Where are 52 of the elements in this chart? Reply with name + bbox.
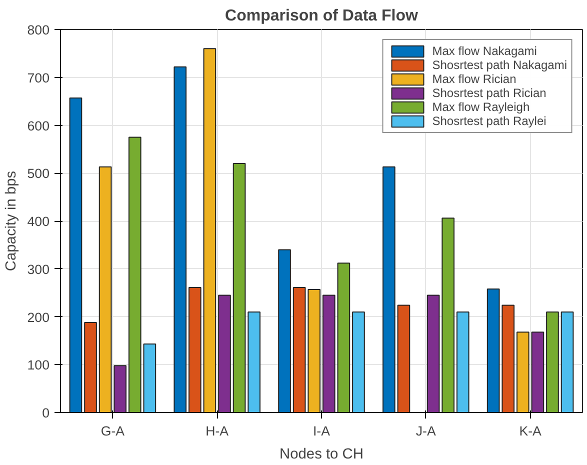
bar (560, 311, 574, 412)
legend-label: Shosrtest path Raylei (432, 114, 546, 128)
bar (486, 288, 500, 412)
y-tick-label: 400 (27, 214, 50, 229)
bar (84, 322, 97, 412)
bar (114, 365, 127, 412)
bar (502, 304, 515, 412)
bar (248, 311, 260, 412)
legend-label: Max flow Nakagami (432, 44, 537, 58)
y-tick-label: 800 (27, 22, 50, 38)
bar (397, 304, 410, 412)
bar (188, 287, 202, 412)
bar (337, 262, 350, 412)
bar (218, 294, 231, 412)
bar (382, 166, 396, 412)
x-tick-label: I-A (312, 424, 330, 438)
bar (308, 288, 321, 412)
x-tick-label: H-A (206, 424, 229, 438)
legend-label: Max flow Rayleigh (432, 100, 530, 114)
x-tick-label: G-A (100, 424, 125, 438)
bar (352, 311, 365, 412)
legend-label: Max flow Rician (432, 72, 516, 86)
y-tick-label: 200 (27, 310, 50, 325)
bar (232, 163, 246, 412)
y-tick-label: 300 (27, 262, 50, 277)
bar (322, 294, 336, 412)
bar (278, 249, 291, 412)
bar (98, 166, 112, 412)
bar (174, 66, 187, 412)
bar (128, 136, 142, 412)
x-tick-label: K-A (519, 424, 542, 438)
bar (426, 294, 440, 412)
legend-label: Shosrtest path Nakagami (432, 58, 567, 72)
bar (442, 218, 454, 412)
chart-title: Comparison of Data Flow (225, 8, 419, 24)
bar (531, 332, 544, 412)
bar (516, 332, 530, 412)
y-tick-label: 700 (27, 70, 50, 86)
bar (292, 287, 306, 412)
bar (69, 97, 82, 412)
y-tick-label: 100 (27, 358, 50, 373)
y-tick-label: 600 (27, 118, 50, 134)
x-axis-title: Nodes to CH (280, 446, 364, 462)
bar (546, 311, 559, 412)
y-tick-label: 0 (42, 406, 50, 420)
y-axis-title: Capacity in bps (3, 170, 20, 272)
bar (203, 48, 216, 412)
x-tick-label: J-A (416, 424, 436, 438)
bar (143, 344, 156, 412)
legend-label: Shosrtest path Rician (432, 86, 546, 100)
bar (456, 311, 470, 412)
y-tick-label: 500 (27, 166, 50, 182)
